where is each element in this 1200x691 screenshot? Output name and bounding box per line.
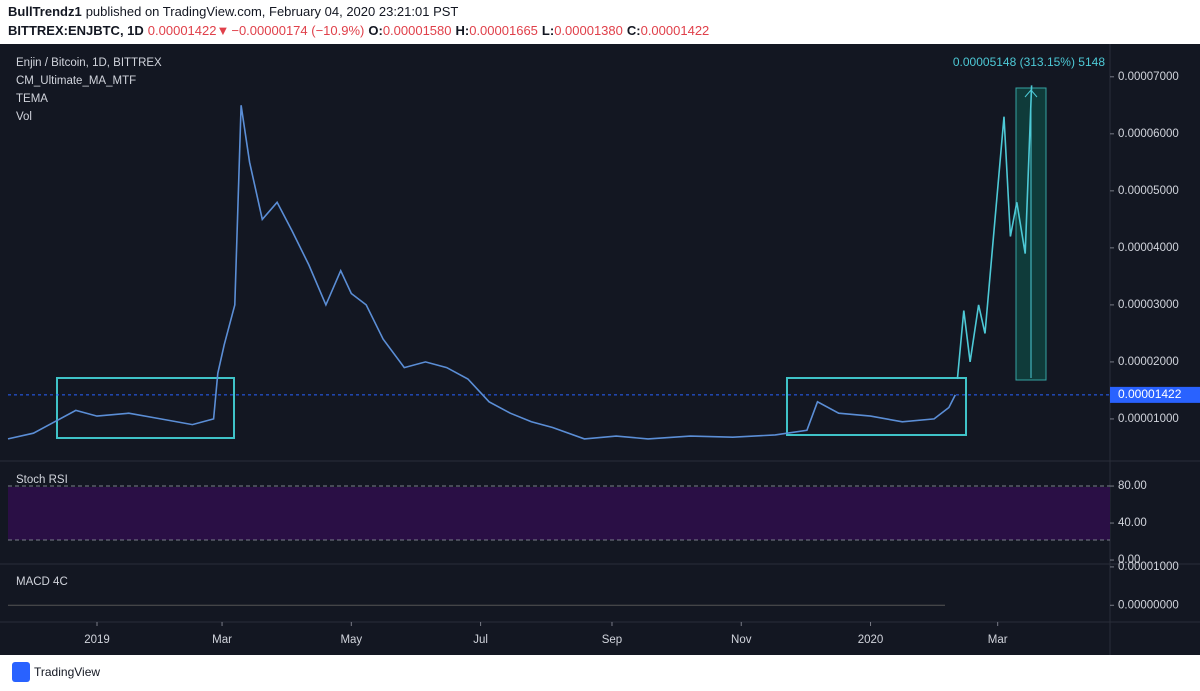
last-price-label: 0.00001422	[1118, 387, 1182, 401]
chart-bg	[0, 44, 1200, 655]
indicator: CM_Ultimate_MA_MTF	[16, 75, 136, 87]
ohlc-value: 0.00001422	[641, 23, 710, 38]
ohlc-value: 0.00001380	[554, 23, 623, 38]
y-tick-label: 0.00	[1118, 554, 1140, 566]
x-tick-label: Jul	[473, 634, 488, 646]
y-tick-label: 0.00001000	[1118, 413, 1179, 425]
price-line	[7, 105, 957, 440]
y-tick-label: 80.00	[1118, 480, 1147, 492]
x-tick-label: Mar	[212, 634, 232, 646]
y-tick-label: 0.00007000	[1118, 71, 1179, 83]
arrow: ▼	[216, 23, 229, 38]
header-bg	[0, 0, 1200, 44]
logo	[12, 662, 30, 682]
price-line	[956, 85, 1033, 380]
x-tick-label: Mar	[988, 634, 1008, 646]
x-tick-label: 2019	[84, 634, 110, 646]
y-tick-label: 0.00000000	[1118, 599, 1179, 611]
indicator: Vol	[16, 111, 32, 123]
y-tick-label: 0.00004000	[1118, 242, 1179, 254]
ohlc-label: H:	[456, 23, 470, 38]
y-tick-label: 0.00006000	[1118, 128, 1179, 140]
pane-title: MACD 4C	[16, 576, 68, 588]
highlight-box	[786, 377, 967, 436]
y-tick-label: 0.00005000	[1118, 185, 1179, 197]
x-tick-label: May	[340, 634, 362, 646]
chart-title: Enjin / Bitcoin, 1D, BITTREX	[16, 57, 162, 69]
ohlc-label: C:	[627, 23, 641, 38]
x-tick-label: Nov	[731, 634, 752, 646]
ohlc-label: O:	[368, 23, 382, 38]
ohlc-value: 0.00001665	[469, 23, 538, 38]
stoch-band	[8, 487, 1110, 540]
indicator: TEMA	[16, 93, 48, 105]
last-price-badge	[1110, 386, 1200, 403]
y-tick-label: 0.00002000	[1118, 356, 1179, 368]
x-tick-label: 2020	[858, 634, 884, 646]
ohlc-label: L:	[542, 23, 554, 38]
y-tick-label: 0.00003000	[1118, 299, 1179, 311]
highlight-box	[56, 377, 235, 439]
published: published on TradingView.com, February 0…	[86, 4, 459, 19]
brand: TradingView	[34, 665, 100, 679]
measure-label: 0.00005148 (313.15%) 5148	[953, 55, 1105, 69]
y-tick-label: 40.00	[1118, 517, 1147, 529]
footer-bg	[0, 655, 1200, 691]
change: −0.00000174 (−10.9%)	[231, 23, 364, 38]
header-line-1: BullTrendz1 published on TradingView.com,…	[8, 4, 458, 19]
ohlc-value: 0.00001580	[383, 23, 452, 38]
last: 0.00001422	[148, 23, 217, 38]
pane-title: Stoch RSI	[16, 474, 68, 486]
symbol: BITTREX:ENJBTC, 1D	[8, 23, 144, 38]
x-tick-label: Sep	[602, 634, 622, 646]
y-tick-label: 0.00001000	[1118, 561, 1179, 573]
header-line-2: BITTREX:ENJBTC, 1D 0.00001422▼ −0.00000174…	[8, 23, 709, 38]
author: BullTrendz1	[8, 4, 82, 19]
